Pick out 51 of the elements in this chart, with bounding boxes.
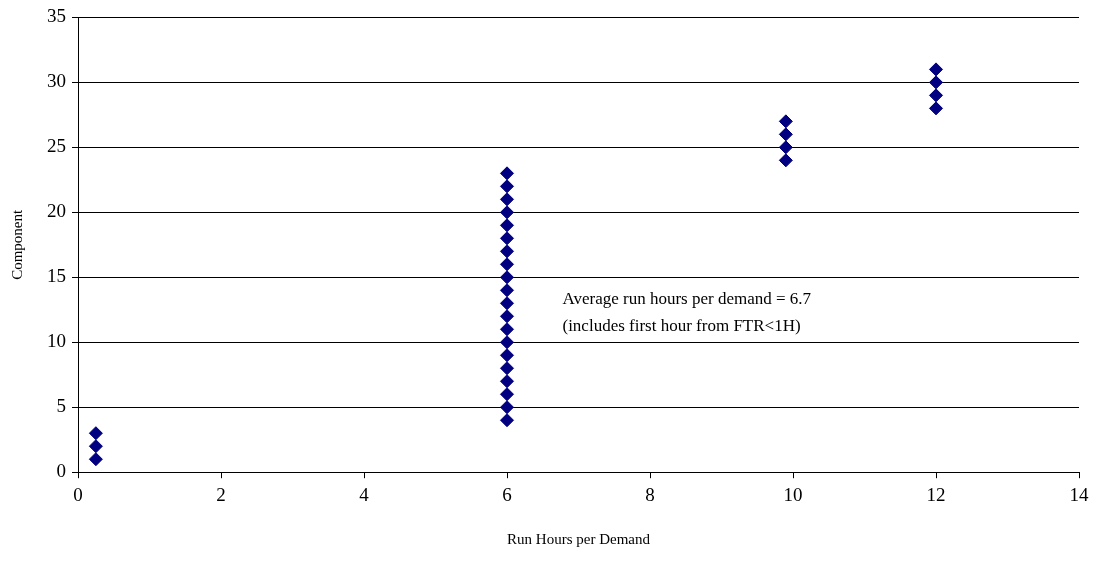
point	[88, 452, 103, 467]
point	[500, 374, 514, 389]
point	[500, 413, 514, 428]
point	[929, 75, 943, 90]
x-tick-label: 0	[73, 483, 83, 505]
point	[500, 348, 514, 363]
point	[929, 88, 943, 103]
y-tick-label: 20	[47, 200, 66, 222]
annotation: Average run hours per demand = 6.7	[562, 288, 812, 308]
point	[778, 140, 793, 155]
point	[778, 127, 793, 142]
y-tick-label: 15	[47, 265, 66, 287]
x-tick-label: 6	[502, 483, 512, 505]
point	[500, 335, 514, 350]
point	[500, 166, 514, 181]
x-tick-label: 10	[783, 483, 803, 505]
point	[88, 439, 103, 454]
point	[500, 257, 514, 272]
x-tick-label: 14	[1069, 483, 1089, 505]
y-axis-title: Component	[8, 208, 25, 280]
x-tick-label: 12	[926, 483, 946, 505]
x-axis-title: Run Hours per Demand	[507, 530, 651, 547]
point	[778, 153, 793, 168]
point	[500, 309, 514, 324]
y-tick-label: 5	[56, 395, 66, 417]
point	[929, 62, 943, 77]
point	[500, 218, 514, 233]
x-tick-label: 2	[216, 483, 226, 505]
point	[929, 101, 943, 116]
y-tick-label: 0	[56, 460, 66, 482]
point	[500, 179, 514, 194]
y-tick-label: 25	[47, 135, 66, 157]
point	[500, 296, 514, 311]
point	[500, 387, 514, 402]
point	[500, 231, 514, 246]
point	[500, 322, 514, 337]
y-tick-label: 35	[47, 5, 66, 27]
point	[778, 114, 793, 129]
point	[500, 400, 514, 415]
point	[500, 205, 514, 220]
x-tick-label: 8	[645, 483, 655, 505]
point	[500, 361, 514, 376]
point	[500, 270, 514, 285]
y-tick-label: 30	[47, 70, 66, 92]
x-tick-label: 4	[359, 483, 370, 505]
annotation: (includes first hour from FTR<1H)	[562, 315, 801, 335]
y-tick-label: 10	[47, 330, 66, 352]
point	[500, 283, 514, 298]
point	[500, 244, 514, 259]
point	[88, 426, 103, 441]
point	[500, 192, 514, 207]
